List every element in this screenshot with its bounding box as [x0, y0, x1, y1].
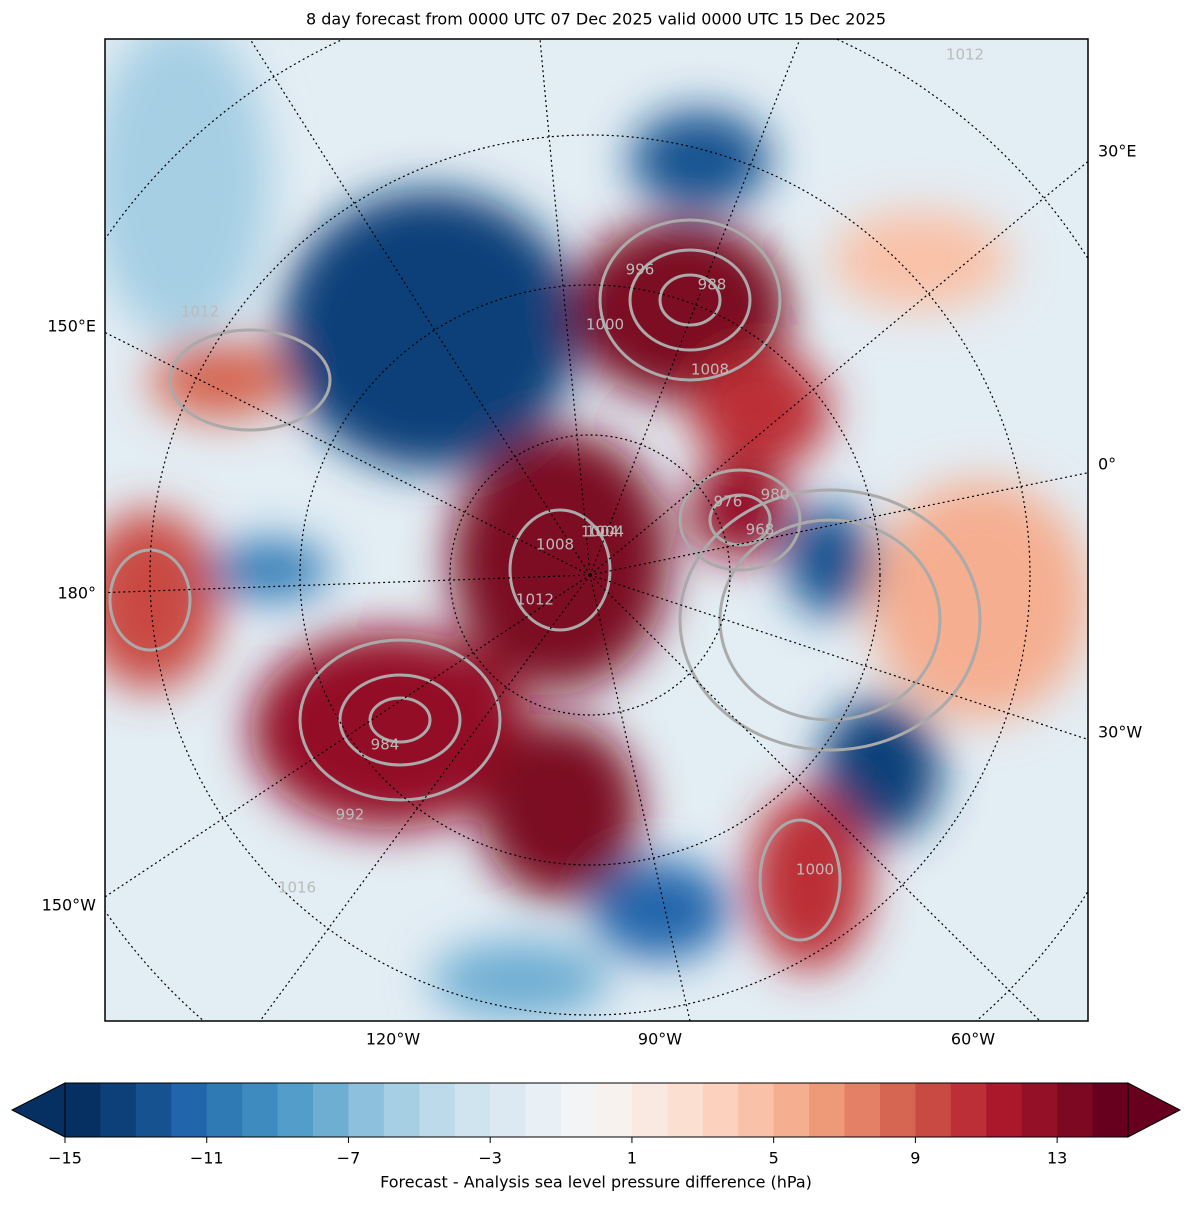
colorbar-tick-label: −15	[48, 1149, 82, 1168]
colorbar-segment	[844, 1083, 881, 1137]
contour-label: 984	[371, 736, 400, 754]
colorbar-segment	[313, 1083, 349, 1137]
longitude-label: 30°E	[1098, 142, 1136, 161]
colorbar-segment	[419, 1083, 456, 1137]
contour-label: 968	[746, 521, 775, 539]
colorbar-segment	[206, 1083, 243, 1137]
isobars	[108, 218, 982, 942]
colorbar-segment	[348, 1083, 385, 1137]
colorbar-tick-label: 9	[910, 1149, 920, 1168]
colorbar-segment	[915, 1083, 952, 1137]
colorbar-segment	[950, 1083, 987, 1137]
title: 8 day forecast from 0000 UTC 07 Dec 2025…	[306, 10, 886, 29]
colorbar-segment	[667, 1083, 704, 1137]
colorbar-segment	[135, 1083, 172, 1137]
colorbar-segment	[809, 1083, 846, 1137]
contour-label: 1008	[536, 536, 574, 554]
contour-label: 1004	[581, 523, 619, 541]
longitude-label: 180°	[57, 584, 96, 603]
contour-label: 1000	[796, 861, 834, 879]
colorbar-segment	[879, 1083, 916, 1137]
colorbar-segment	[561, 1083, 597, 1137]
colorbar-segment	[738, 1083, 775, 1137]
colorbar-segment	[383, 1083, 420, 1137]
contour-label: 1012	[516, 591, 554, 609]
colorbar-segment	[773, 1083, 810, 1137]
colorbar-segment	[100, 1083, 137, 1137]
colorbar-segment	[171, 1083, 208, 1137]
colorbar-segment	[277, 1083, 314, 1137]
colorbar-segment	[596, 1083, 633, 1137]
contour-label: 1004	[586, 523, 624, 541]
colorbar-tick-label: −11	[190, 1149, 224, 1168]
longitude-label: 30°W	[1098, 723, 1142, 742]
colorbar-segment	[65, 1083, 101, 1137]
longitude-label: 150°E	[47, 317, 96, 336]
colorbar-tick-label: −7	[337, 1149, 361, 1168]
longitude-label: 120°W	[366, 1030, 421, 1049]
colorbar-label: Forecast - Analysis sea level pressure d…	[380, 1173, 812, 1192]
colorbar-tick-label: 13	[1047, 1149, 1067, 1168]
colorbar-segment	[986, 1083, 1023, 1137]
longitude-label: 60°W	[951, 1030, 995, 1049]
colorbar-segment	[242, 1083, 279, 1137]
contour-label: 992	[336, 806, 365, 824]
colorbar-tick-label: −3	[478, 1149, 502, 1168]
contour-label: 1016	[278, 879, 316, 897]
colorbar-frame	[64, 1082, 1129, 1138]
colorbar-extend-high	[1127, 1082, 1182, 1138]
contour-label: 976	[714, 493, 743, 511]
colorbar-segment	[1057, 1083, 1094, 1137]
colorbar-segment	[490, 1083, 527, 1137]
colorbar-segment	[454, 1083, 491, 1137]
contour-label: 988	[698, 276, 727, 294]
longitude-label: 150°W	[42, 896, 97, 915]
contour-label: 1000	[586, 316, 624, 334]
contour-label: 1012	[946, 46, 984, 64]
contour-label: 1012	[181, 303, 219, 321]
contour-label: 996	[626, 261, 655, 279]
colorbar-tick-label: 1	[627, 1149, 637, 1168]
colorbar-extend-low	[10, 1082, 66, 1138]
colorbar-segment	[1092, 1083, 1129, 1137]
colorbar-segment	[1021, 1083, 1058, 1137]
colorbar-segment	[631, 1083, 668, 1137]
contour-label: 980	[761, 486, 790, 504]
contour-label: 1008	[691, 361, 729, 379]
map-frame	[104, 38, 1089, 1022]
colorbar: −15 −11 −7 −3 1 5 9 13 Forecast - Analysis sea l…	[10, 1082, 1182, 1192]
graticule	[105, 39, 1088, 1021]
anomaly-field	[105, 39, 1088, 1020]
colorbar-segment	[702, 1083, 739, 1137]
longitude-label: 0°	[1098, 455, 1116, 474]
longitude-label: 90°W	[638, 1030, 682, 1049]
colorbar-segment	[525, 1083, 562, 1137]
colorbar-tick-label: 5	[769, 1149, 779, 1168]
